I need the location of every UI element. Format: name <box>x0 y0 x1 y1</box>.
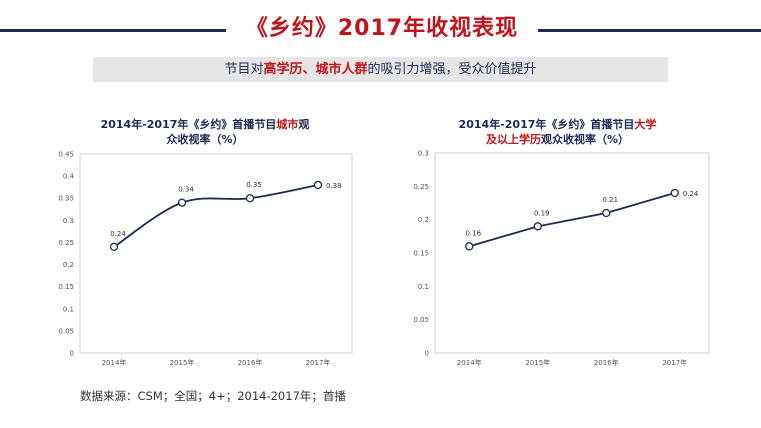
chart1-ytick-label: 0.35 <box>58 195 74 203</box>
chart2-data-label: 0.19 <box>534 209 550 217</box>
chart1-ytick-label: 0.45 <box>58 151 74 159</box>
chart2-title-line2: 及以上学历观众收视率（%） <box>485 133 630 146</box>
chart2-ytick-label: 0.1 <box>418 283 429 291</box>
chart2-data-point <box>533 222 542 231</box>
chart2-ytick-label: 0 <box>425 350 429 358</box>
chart2-ytick-label: 0.2 <box>418 216 429 224</box>
subtitle-highlight: 高学历、城市人群 <box>263 62 368 77</box>
chart1-frame <box>79 153 353 354</box>
chart1-data-label: 0.35 <box>246 181 262 189</box>
header-rule-right <box>538 29 761 32</box>
chart2-data-point <box>465 242 474 251</box>
chart2-data-label: 0.16 <box>465 229 481 237</box>
data-source-note: 数据来源：CSM；全国；4+；2014-2017年；首播 <box>80 389 346 403</box>
chart1-data-point <box>177 198 187 207</box>
chart2-ytick-label: 0.3 <box>418 150 429 158</box>
chart2-data-label: 0.24 <box>683 190 699 198</box>
chart1-ytick-label: 0.3 <box>63 217 74 225</box>
page-title: 《乡约》2017年收视表现 <box>245 16 519 41</box>
chart1-title-line1: 2014年-2017年《乡约》首播节目城市观 <box>100 118 310 131</box>
chart2-xtick-label: 2014年 <box>457 358 482 367</box>
chart1-data-label: 0.24 <box>110 230 126 238</box>
subtitle-text-1: 节目对 <box>224 62 264 77</box>
chart1-ytick-label: 0.15 <box>58 283 74 291</box>
chart1-xtick-label: 2016年 <box>238 358 263 367</box>
chart2-ytick-label: 0.15 <box>413 250 429 258</box>
chart1-ytick-label: 0.25 <box>58 239 74 247</box>
chart1-data-label: 0.34 <box>178 186 194 194</box>
chart1-ytick-label: 0.05 <box>58 327 74 335</box>
chart1-data-point <box>109 242 119 252</box>
header-rule-left <box>0 29 226 32</box>
chart1-title-line2: 众收视率（%） <box>166 133 244 146</box>
subtitle-bar: 节目对高学历、城市人群的吸引力增强，受众价值提升 <box>93 57 668 82</box>
chart1-data-point <box>313 180 323 190</box>
chart2-data-label: 0.21 <box>602 196 618 204</box>
chart2-xtick-label: 2015年 <box>525 358 550 367</box>
chart1-ytick-label: 0.4 <box>63 173 75 181</box>
chart2-xtick-label: 2016年 <box>594 358 619 367</box>
chart2-title-line1: 2014年-2017年《乡约》首播节目大学 <box>458 118 657 131</box>
chart1-ytick-label: 0.1 <box>63 305 74 313</box>
chart2-ytick-label: 0.25 <box>413 183 429 191</box>
chart1-xtick-label: 2017年 <box>306 358 331 367</box>
chart1-ytick-label: 0 <box>70 350 74 358</box>
chart1-series-line <box>113 184 319 248</box>
chart2-data-point <box>602 208 611 218</box>
chart1-data-label: 0.38 <box>326 182 342 190</box>
chart2-title: 2014年-2017年《乡约》首播节目大学 及以上学历观众收视率（%） <box>440 117 675 147</box>
chart2-data-point <box>670 188 679 198</box>
chart2-xtick-label: 2017年 <box>662 358 687 367</box>
chart1-data-point <box>245 194 255 203</box>
subtitle-text-2: 的吸引力增强，受众价值提升 <box>367 62 537 77</box>
chart2-frame <box>434 152 710 354</box>
chart1-xtick-label: 2014年 <box>102 358 127 367</box>
chart2-series-line <box>468 192 676 248</box>
chart1-ytick-label: 0.2 <box>63 261 74 269</box>
chart1-xtick-label: 2015年 <box>170 358 195 367</box>
chart1-title: 2014年-2017年《乡约》首播节目城市观 众收视率（%） <box>80 117 330 147</box>
chart2-ytick-label: 0.05 <box>413 316 429 324</box>
